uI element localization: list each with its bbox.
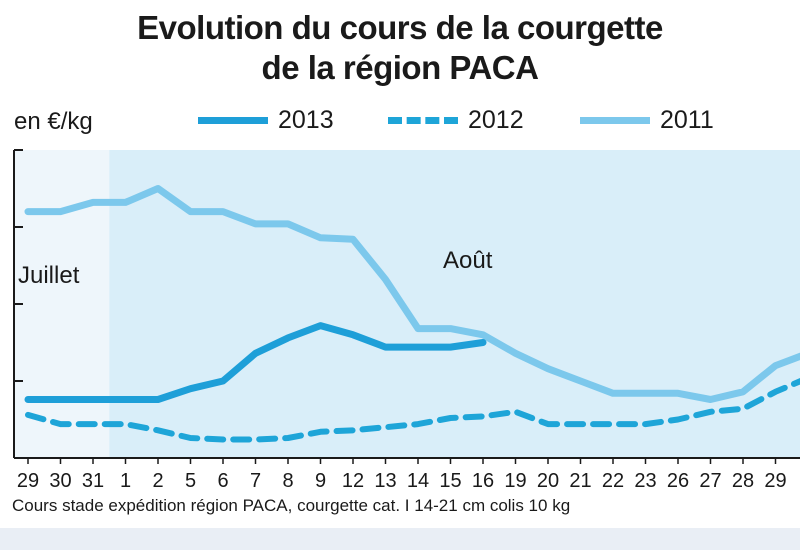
- series-layer: [24, 185, 800, 443]
- legend-label-2013: 2013: [278, 106, 334, 134]
- legend-swatch-2013: [198, 117, 268, 124]
- axes: [13, 149, 800, 464]
- x-tick-labels: 29 30 31 1 2 5 6 7 8 9 12 13 14 15 16 19 20 21 22 23 26 27 28 2…: [17, 470, 787, 492]
- legend-item-2013: 2013: [198, 106, 334, 135]
- legend-label-2012: 2012: [468, 106, 524, 134]
- series-line-2011: [24, 185, 800, 403]
- series-line-2013: [24, 322, 487, 403]
- x-tick-label: 29: [17, 470, 39, 492]
- chart-title: Evolution du cours de la courgette de la…: [0, 8, 800, 88]
- month-label-juillet: Juillet: [18, 262, 80, 289]
- x-tick-label: 15: [439, 470, 461, 492]
- unit-label: en €/kg: [14, 108, 93, 135]
- x-tick-label: 7: [250, 470, 261, 492]
- x-tick-label: 23: [634, 470, 656, 492]
- series-line-2012: [25, 378, 800, 443]
- x-tick-label: 26: [667, 470, 689, 492]
- legend-swatch-2011: [580, 117, 650, 124]
- chart-title-line2: de la région PACA: [261, 49, 539, 86]
- legend-item-2011: 2011: [580, 106, 714, 135]
- line-chart: 29 30 31 1 2 5 6 7 8 9 12 13 14 15 16 19 20 21 22 23 26 27 28 2…: [13, 149, 800, 492]
- x-tick-label: 6: [217, 470, 228, 492]
- footer-note: Cours stade expédition région PACA, cour…: [12, 496, 571, 515]
- chart-title-line1: Evolution du cours de la courgette: [137, 9, 663, 46]
- x-tick-label: 9: [315, 470, 326, 492]
- x-tick-label: 13: [374, 470, 396, 492]
- x-tick-label: 27: [699, 470, 721, 492]
- legend-swatch-2012: [388, 117, 458, 124]
- x-tick-label: 28: [732, 470, 754, 492]
- x-tick-label: 22: [602, 470, 624, 492]
- x-tick-label: 16: [472, 470, 494, 492]
- x-tick-label: 2: [152, 470, 163, 492]
- july-background: [14, 150, 110, 458]
- x-tick-label: 8: [282, 470, 293, 492]
- x-tick-label: 5: [185, 470, 196, 492]
- x-tick-label: 21: [569, 470, 591, 492]
- legend-item-2012: 2012: [388, 106, 524, 135]
- bottom-band: [0, 528, 800, 550]
- x-tick-label: 14: [407, 470, 429, 492]
- august-background: [109, 150, 800, 458]
- x-tick-label: 29: [764, 470, 786, 492]
- x-tick-label: 20: [537, 470, 559, 492]
- month-label-aout: Août: [443, 247, 493, 274]
- x-tick-label: 1: [120, 470, 131, 492]
- legend-label-2011: 2011: [660, 106, 714, 134]
- x-tick-label: 31: [82, 470, 104, 492]
- x-tick-label: 30: [49, 470, 71, 492]
- x-tick-label: 19: [504, 470, 526, 492]
- x-tick-label: 12: [342, 470, 364, 492]
